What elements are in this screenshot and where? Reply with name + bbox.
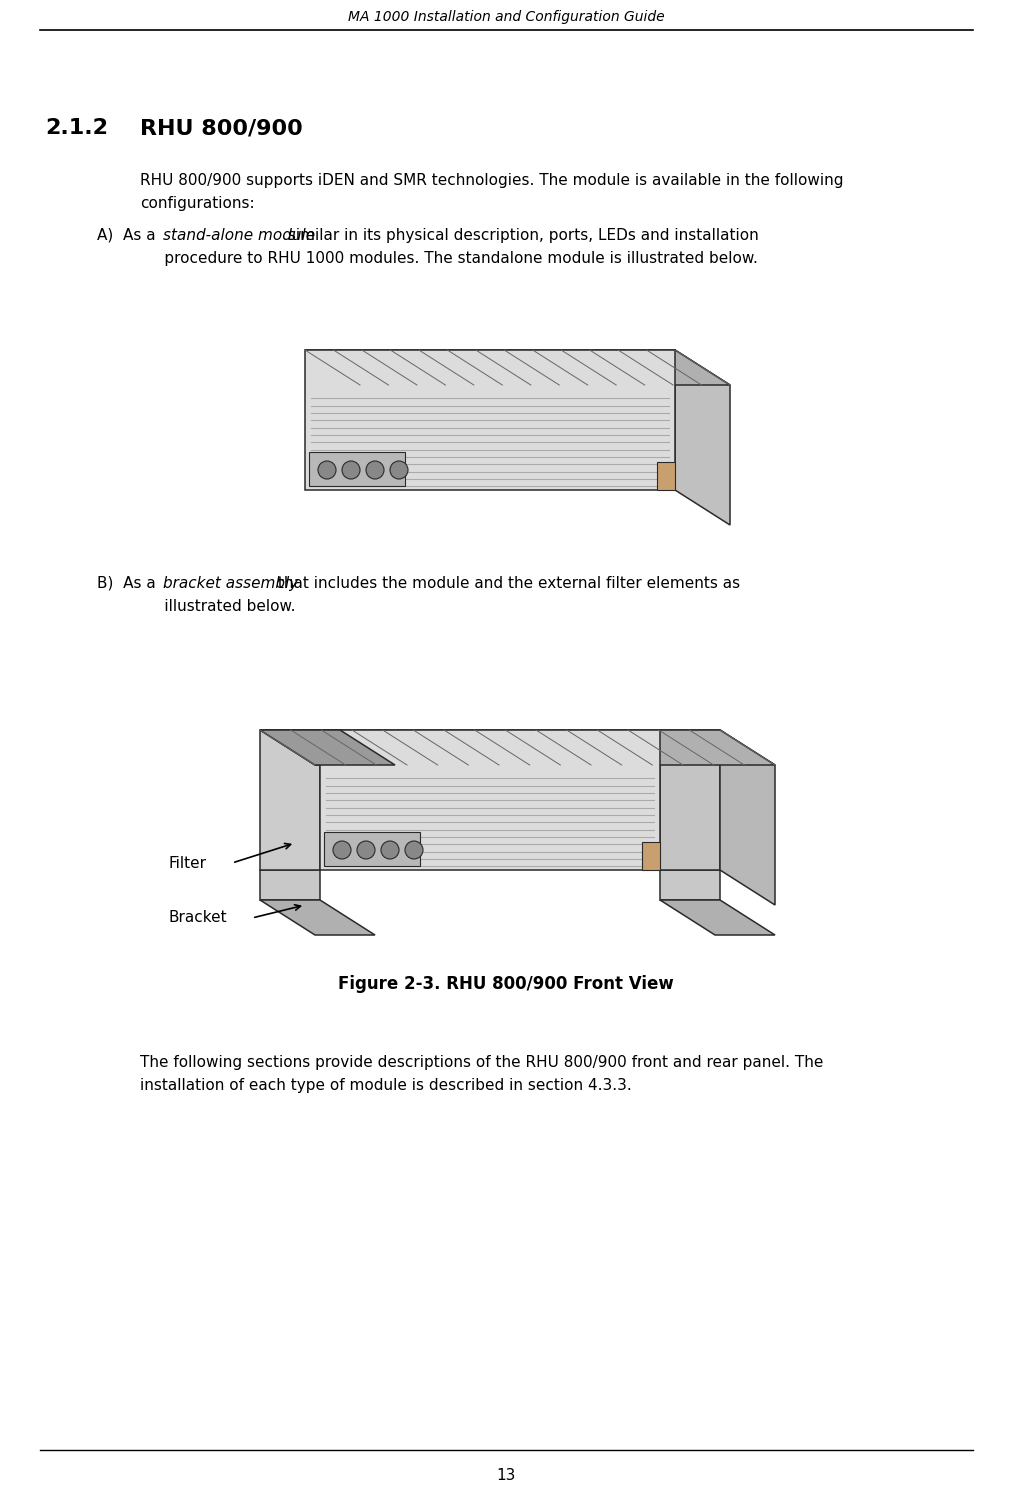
Text: installation of each type of module is described in section 4.3.3.: installation of each type of module is d… (140, 1077, 632, 1094)
Text: 2.1.2: 2.1.2 (45, 118, 108, 139)
Text: B)  As a: B) As a (97, 577, 161, 592)
Text: Filter: Filter (168, 855, 206, 870)
Circle shape (405, 840, 423, 860)
Text: configurations:: configurations: (140, 197, 254, 212)
Text: The following sections provide descriptions of the RHU 800/900 front and rear pa: The following sections provide descripti… (140, 1055, 824, 1070)
Polygon shape (324, 831, 420, 866)
Polygon shape (305, 350, 675, 490)
Polygon shape (309, 451, 405, 486)
Text: 13: 13 (496, 1468, 516, 1483)
Text: procedure to RHU 1000 modules. The standalone module is illustrated below.: procedure to RHU 1000 modules. The stand… (140, 250, 758, 267)
Polygon shape (260, 730, 775, 764)
Circle shape (390, 460, 408, 478)
Circle shape (381, 840, 399, 860)
Text: that includes the module and the external filter elements as: that includes the module and the externa… (272, 577, 741, 592)
Text: similar in its physical description, ports, LEDs and installation: similar in its physical description, por… (283, 228, 759, 243)
Text: illustrated below.: illustrated below. (140, 599, 296, 614)
Polygon shape (660, 730, 720, 870)
Circle shape (333, 840, 350, 860)
Polygon shape (260, 870, 320, 900)
Polygon shape (675, 350, 730, 524)
Polygon shape (642, 842, 660, 870)
Polygon shape (260, 900, 375, 936)
Polygon shape (260, 730, 395, 764)
Circle shape (318, 460, 336, 478)
Text: stand-alone module: stand-alone module (163, 228, 315, 243)
Text: bracket assembly: bracket assembly (163, 577, 298, 592)
Polygon shape (260, 730, 320, 870)
Circle shape (357, 840, 375, 860)
Text: RHU 800/900 supports iDEN and SMR technologies. The module is available in the f: RHU 800/900 supports iDEN and SMR techno… (140, 173, 844, 188)
Polygon shape (320, 730, 660, 870)
Circle shape (342, 460, 360, 478)
Text: A)  As a: A) As a (97, 228, 160, 243)
Polygon shape (657, 462, 675, 490)
Circle shape (366, 460, 384, 478)
Polygon shape (305, 350, 730, 384)
Polygon shape (660, 900, 775, 936)
Polygon shape (720, 730, 775, 904)
Polygon shape (660, 870, 720, 900)
Text: Figure 2-3. RHU 800/900 Front View: Figure 2-3. RHU 800/900 Front View (338, 974, 674, 992)
Text: RHU 800/900: RHU 800/900 (140, 118, 303, 139)
Text: Bracket: Bracket (168, 910, 227, 925)
Text: MA 1000 Installation and Configuration Guide: MA 1000 Installation and Configuration G… (347, 10, 665, 24)
